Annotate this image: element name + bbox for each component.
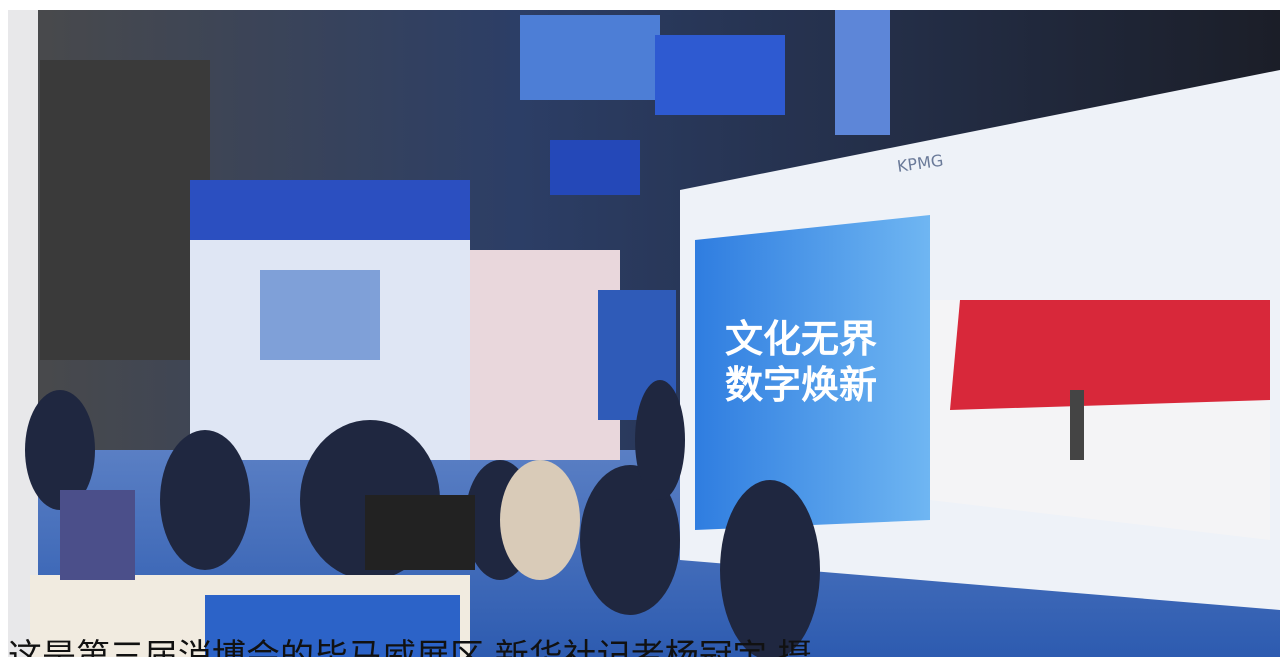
screen-text: 文化无界 [725,317,877,361]
scene [8,10,1280,657]
screen-text: 数字焕新 [725,363,877,407]
caption: 这是第三届消博会的毕马威展区 新华社记者杨冠宇 摄 [8,637,812,657]
